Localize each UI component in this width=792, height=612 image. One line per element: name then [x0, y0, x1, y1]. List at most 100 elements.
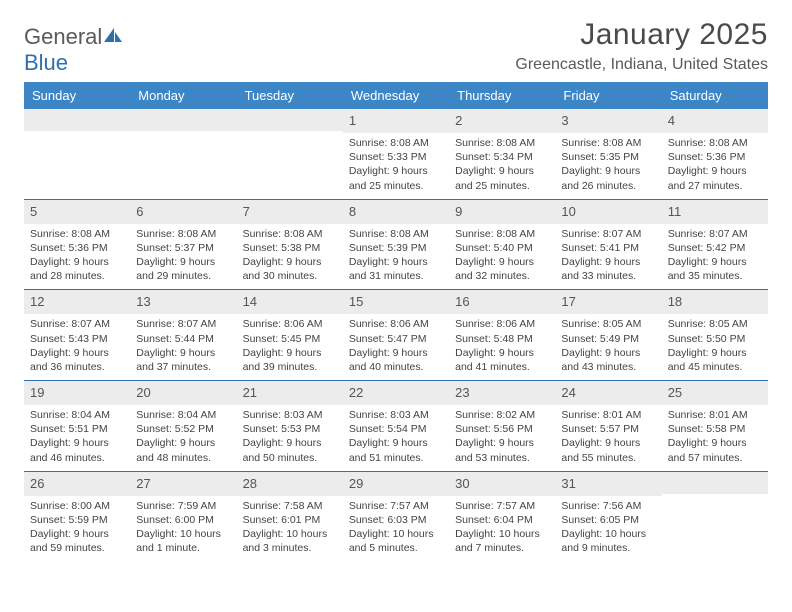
- day-cell: 3Sunrise: 8:08 AMSunset: 5:35 PMDaylight…: [555, 109, 661, 199]
- date-row: 6: [130, 200, 236, 224]
- day-info: Sunrise: 8:05 AMSunset: 5:49 PMDaylight:…: [561, 317, 655, 374]
- week-row: 1 Sunrise: 8:08 AMSunset: 5:33 PMDaylight…: [24, 109, 768, 199]
- date-row: 1: [343, 109, 449, 133]
- date-row: 29: [343, 472, 449, 496]
- day-info: Sunrise: 8:00 AMSunset: 5:59 PMDaylight:…: [30, 499, 124, 556]
- day-info: Sunrise: 8:08 AMSunset: 5:34 PMDaylight:…: [455, 136, 549, 193]
- empty-cell: [237, 109, 343, 199]
- day-cell: 30 Sunrise: 7:57 AMSunset: 6:04 PMDayligh…: [449, 472, 555, 562]
- day-header: Wednesday: [343, 82, 449, 109]
- day-info: Sunrise: 8:08 AMSunset: 5:39 PMDaylight:…: [349, 227, 443, 284]
- week-row: 12 Sunrise: 8:07 AMSunset: 5:43 PMDayligh…: [24, 289, 768, 380]
- day-info: Sunrise: 8:07 AMSunset: 5:44 PMDaylight:…: [136, 317, 230, 374]
- date-number: 5: [30, 204, 37, 219]
- date-row: 15: [343, 290, 449, 314]
- header: General Blue January 2025 Greencastle, I…: [24, 18, 768, 76]
- weeks-container: 1 Sunrise: 8:08 AMSunset: 5:33 PMDaylight…: [24, 109, 768, 561]
- date-number: 3: [561, 113, 568, 128]
- day-info: Sunrise: 8:06 AMSunset: 5:45 PMDaylight:…: [243, 317, 337, 374]
- date-number: 26: [30, 476, 44, 491]
- day-cell: 27Sunrise: 7:59 AMSunset: 6:00 PMDayligh…: [130, 472, 236, 562]
- date-row: 28: [237, 472, 343, 496]
- day-info: Sunrise: 8:08 AMSunset: 5:38 PMDaylight:…: [243, 227, 337, 284]
- day-info: Sunrise: 7:57 AMSunset: 6:04 PMDaylight:…: [455, 499, 549, 556]
- brand-logo: General Blue: [24, 18, 124, 76]
- day-header: Sunday: [24, 82, 130, 109]
- day-cell: 19Sunrise: 8:04 AMSunset: 5:51 PMDayligh…: [24, 381, 130, 471]
- date-row: 9: [449, 200, 555, 224]
- day-info: Sunrise: 8:08 AMSunset: 5:36 PMDaylight:…: [30, 227, 124, 284]
- date-number: 29: [349, 476, 363, 491]
- date-number: 12: [30, 294, 44, 309]
- day-info: Sunrise: 7:57 AMSunset: 6:03 PMDaylight:…: [349, 499, 443, 556]
- empty-cell: [662, 472, 768, 562]
- date-number: 14: [243, 294, 257, 309]
- date-number: 18: [668, 294, 682, 309]
- day-info: Sunrise: 8:07 AMSunset: 5:42 PMDaylight:…: [668, 227, 762, 284]
- date-number: 16: [455, 294, 469, 309]
- day-info: Sunrise: 8:08 AMSunset: 5:33 PMDaylight:…: [349, 136, 443, 193]
- date-number: 20: [136, 385, 150, 400]
- day-cell: 28 Sunrise: 7:58 AMSunset: 6:01 PMDayligh…: [237, 472, 343, 562]
- empty-cell: [130, 109, 236, 199]
- date-row: 24: [555, 381, 661, 405]
- date-number: 11: [668, 204, 682, 219]
- date-number: 22: [349, 385, 363, 400]
- day-cell: 17 Sunrise: 8:05 AMSunset: 5:49 PMDayligh…: [555, 290, 661, 380]
- date-number: 21: [243, 385, 257, 400]
- day-cell: 7Sunrise: 8:08 AMSunset: 5:38 PMDaylight…: [237, 200, 343, 290]
- week-row: 19Sunrise: 8:04 AMSunset: 5:51 PMDayligh…: [24, 380, 768, 471]
- date-number: 25: [668, 385, 682, 400]
- day-cell: 16Sunrise: 8:06 AMSunset: 5:48 PMDayligh…: [449, 290, 555, 380]
- day-cell: 18 Sunrise: 8:05 AMSunset: 5:50 PMDayligh…: [662, 290, 768, 380]
- date-number: 10: [561, 204, 575, 219]
- date-number: 28: [243, 476, 257, 491]
- day-cell: 14 Sunrise: 8:06 AMSunset: 5:45 PMDayligh…: [237, 290, 343, 380]
- day-info: Sunrise: 8:05 AMSunset: 5:50 PMDaylight:…: [668, 317, 762, 374]
- date-row: 2: [449, 109, 555, 133]
- day-info: Sunrise: 8:07 AMSunset: 5:43 PMDaylight:…: [30, 317, 124, 374]
- day-header: Tuesday: [237, 82, 343, 109]
- week-row: 5 Sunrise: 8:08 AMSunset: 5:36 PMDaylight…: [24, 199, 768, 290]
- date-row: [24, 109, 130, 131]
- calendar-grid: SundayMondayTuesdayWednesdayThursdayFrid…: [24, 82, 768, 561]
- date-row: 5: [24, 200, 130, 224]
- day-cell: 26 Sunrise: 8:00 AMSunset: 5:59 PMDayligh…: [24, 472, 130, 562]
- day-cell: 21 Sunrise: 8:03 AMSunset: 5:53 PMDayligh…: [237, 381, 343, 471]
- day-info: Sunrise: 8:01 AMSunset: 5:57 PMDaylight:…: [561, 408, 655, 465]
- date-number: 2: [455, 113, 462, 128]
- day-cell: 10Sunrise: 8:07 AMSunset: 5:41 PMDayligh…: [555, 200, 661, 290]
- day-info: Sunrise: 8:03 AMSunset: 5:53 PMDaylight:…: [243, 408, 337, 465]
- location-text: Greencastle, Indiana, United States: [515, 56, 768, 74]
- day-info: Sunrise: 8:06 AMSunset: 5:47 PMDaylight:…: [349, 317, 443, 374]
- day-cell: 11 Sunrise: 8:07 AMSunset: 5:42 PMDayligh…: [662, 200, 768, 290]
- day-info: Sunrise: 7:59 AMSunset: 6:00 PMDaylight:…: [136, 499, 230, 556]
- date-row: 30: [449, 472, 555, 496]
- date-row: 20: [130, 381, 236, 405]
- date-number: 17: [561, 294, 575, 309]
- day-info: Sunrise: 8:03 AMSunset: 5:54 PMDaylight:…: [349, 408, 443, 465]
- day-header: Monday: [130, 82, 236, 109]
- day-cell: 13Sunrise: 8:07 AMSunset: 5:44 PMDayligh…: [130, 290, 236, 380]
- day-info: Sunrise: 8:08 AMSunset: 5:40 PMDaylight:…: [455, 227, 549, 284]
- date-row: 22: [343, 381, 449, 405]
- date-number: 9: [455, 204, 462, 219]
- day-cell: 12 Sunrise: 8:07 AMSunset: 5:43 PMDayligh…: [24, 290, 130, 380]
- day-info: Sunrise: 7:56 AMSunset: 6:05 PMDaylight:…: [561, 499, 655, 556]
- day-info: Sunrise: 8:08 AMSunset: 5:36 PMDaylight:…: [668, 136, 762, 193]
- date-number: 30: [455, 476, 469, 491]
- sail-icon: [102, 26, 124, 44]
- date-row: 26: [24, 472, 130, 496]
- day-info: Sunrise: 8:04 AMSunset: 5:52 PMDaylight:…: [136, 408, 230, 465]
- day-header: Friday: [555, 82, 661, 109]
- date-number: 24: [561, 385, 575, 400]
- day-info: Sunrise: 7:58 AMSunset: 6:01 PMDaylight:…: [243, 499, 337, 556]
- date-row: 18: [662, 290, 768, 314]
- day-info: Sunrise: 8:04 AMSunset: 5:51 PMDaylight:…: [30, 408, 124, 465]
- date-row: 21: [237, 381, 343, 405]
- title-block: January 2025 Greencastle, Indiana, Unite…: [515, 18, 768, 74]
- day-cell: 1 Sunrise: 8:08 AMSunset: 5:33 PMDaylight…: [343, 109, 449, 199]
- date-number: 6: [136, 204, 143, 219]
- date-row: 16: [449, 290, 555, 314]
- date-number: 23: [455, 385, 469, 400]
